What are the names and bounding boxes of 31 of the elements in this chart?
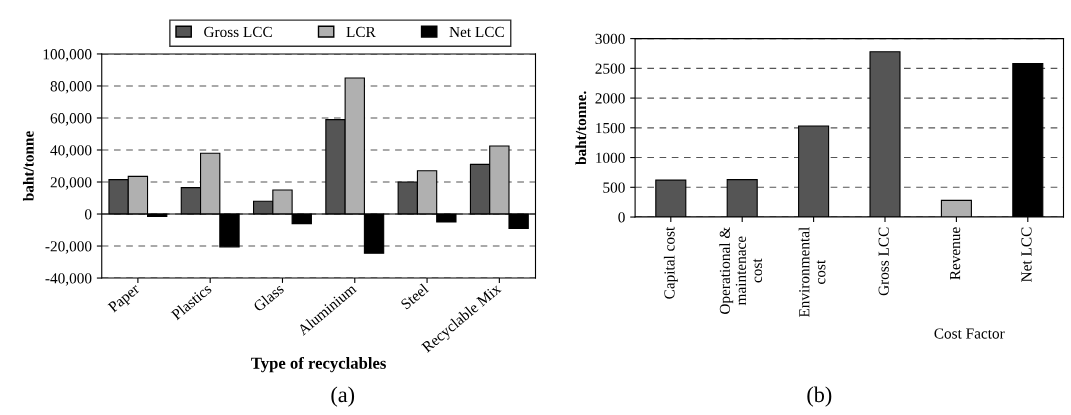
y-axis-title: baht/tonne. <box>575 91 587 165</box>
x-tick-label: Revenue <box>950 227 961 280</box>
x-tick-label: Environmental cost <box>798 227 826 318</box>
y-tick-label: 0 <box>618 212 625 223</box>
y-tick-label: 2500 <box>595 63 625 74</box>
text: (a) <box>331 386 355 407</box>
y-tick-label: 60,000 <box>50 113 92 126</box>
y-tick-label: 0 <box>84 209 92 220</box>
y-tick-label: 40,000 <box>50 145 92 158</box>
y-tick-label: 500 <box>603 182 625 193</box>
y-tick-label: 100,000 <box>43 49 92 62</box>
text: (b) <box>807 386 832 407</box>
x-tick-label: Capital cost <box>663 226 678 299</box>
x-tick-label: Net LCC <box>1021 227 1032 282</box>
x-tick-label: Glass <box>252 282 285 313</box>
y-tick-label: -40,000 <box>45 273 92 286</box>
y-tick-label: 80,000 <box>50 81 92 94</box>
x-tick-label: Gross LCC <box>878 227 889 296</box>
x-axis-title: Cost Factor <box>934 328 1005 339</box>
legend-label: LCR <box>346 26 376 38</box>
legend-label: Net LCC <box>449 26 504 38</box>
y-tick-label: -20,000 <box>45 241 92 254</box>
x-tick-label: Operational & maintenace cost <box>719 227 762 314</box>
y-tick-label: 3000 <box>595 33 625 45</box>
y-axis-title: baht/tonne <box>22 131 34 202</box>
y-tick-label: 20,000 <box>50 177 92 190</box>
legend-label: Gross LCC <box>204 26 272 38</box>
y-tick-label: 2000 <box>595 93 625 104</box>
y-tick-label: 1500 <box>596 122 625 134</box>
y-tick-label: 1000 <box>596 152 625 164</box>
x-axis-title: Type of recyclables <box>251 356 386 373</box>
